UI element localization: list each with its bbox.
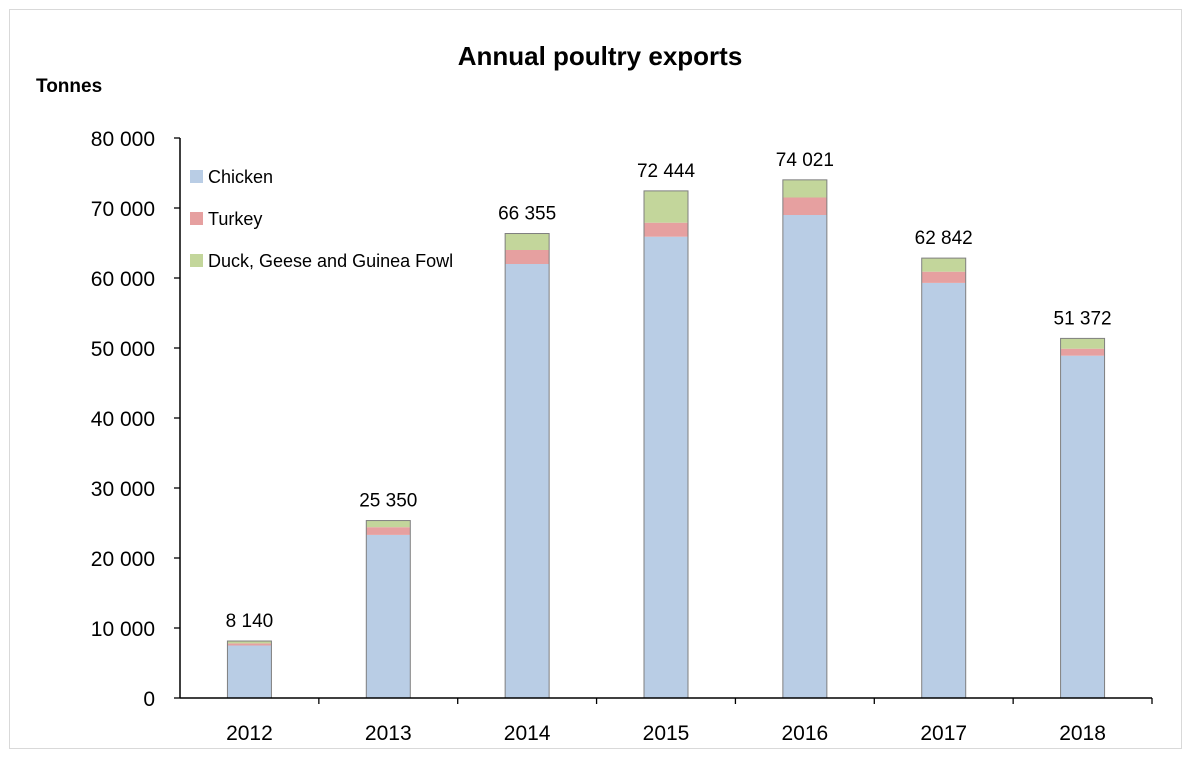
x-tick-label: 2016: [782, 722, 829, 745]
bar-segment: [1060, 338, 1105, 349]
legend-label: Turkey: [208, 209, 262, 229]
legend-swatch: [190, 170, 203, 183]
bar-segment: [505, 233, 550, 250]
x-tick-label: 2018: [1059, 722, 1106, 745]
y-tick-label: 70 000: [91, 198, 155, 221]
legend-swatch: [190, 254, 203, 267]
y-tick-label: 20 000: [91, 548, 155, 571]
x-tick-label: 2015: [643, 722, 690, 745]
bar-segment: [644, 222, 688, 237]
y-axis-label: Tonnes: [36, 76, 102, 97]
bar-segment: [227, 645, 272, 698]
y-ticks-group: 0 10 000 20 000 30 000 40 000 50 000 60 000 70 …: [91, 128, 155, 711]
y-tick-label: 50 000: [91, 338, 155, 361]
bar-segment: [366, 520, 411, 528]
x-tick-label: 2014: [504, 722, 551, 745]
chart-title: Annual poultry exports: [458, 41, 743, 71]
bar-segment: [921, 282, 966, 698]
bar-segment: [227, 643, 272, 646]
chart-frame: [9, 9, 1182, 749]
bar-segment: [921, 258, 966, 272]
bar-segment: [1060, 348, 1105, 356]
bar-segment: [1060, 355, 1105, 698]
bar-segment: [505, 250, 550, 264]
data-label: 25 350: [359, 491, 417, 512]
bar-segment: [366, 527, 411, 535]
bar-segment: [366, 534, 411, 698]
bar-segment: [782, 215, 827, 698]
y-tick-label: 10 000: [91, 618, 155, 641]
data-label: 8 140: [226, 611, 274, 632]
legend-label: Chicken: [208, 167, 273, 187]
y-tick-label: 30 000: [91, 478, 155, 501]
bar-segment: [782, 197, 827, 215]
bar-segment: [782, 179, 827, 198]
bar-segment: [644, 190, 688, 223]
bar-segment: [227, 641, 272, 644]
bar-segment: [644, 236, 688, 698]
y-tick-label: 60 000: [91, 268, 155, 291]
axes-group: [174, 137, 1153, 704]
data-label: 62 842: [915, 228, 973, 249]
bars-group: [226, 179, 1106, 699]
data-label: 66 355: [498, 204, 556, 225]
legend-swatch: [190, 212, 203, 225]
bar-segment: [921, 271, 966, 283]
x-tick-label: 2013: [365, 722, 412, 745]
y-tick-label: 0: [143, 688, 155, 711]
bar-segment: [505, 264, 550, 698]
total-labels-group: 8 140 25 350 66 355 72 444 74 021 62 842 51 37…: [226, 150, 1112, 632]
x-ticks-group: 2012 2013 2014 2015 2016 2017 2018: [226, 722, 1106, 745]
data-label: 72 444: [637, 161, 696, 182]
legend-label: Duck, Geese and Guinea Fowl: [208, 251, 453, 271]
y-tick-label: 40 000: [91, 408, 155, 431]
y-tick-label: 80 000: [91, 128, 155, 151]
x-tick-label: 2012: [226, 722, 273, 745]
data-label: 74 021: [776, 150, 834, 171]
x-tick-label: 2017: [920, 722, 967, 745]
legend: Chicken Turkey Duck, Geese and Guinea Fowl: [190, 167, 453, 271]
data-label: 51 372: [1054, 308, 1112, 329]
